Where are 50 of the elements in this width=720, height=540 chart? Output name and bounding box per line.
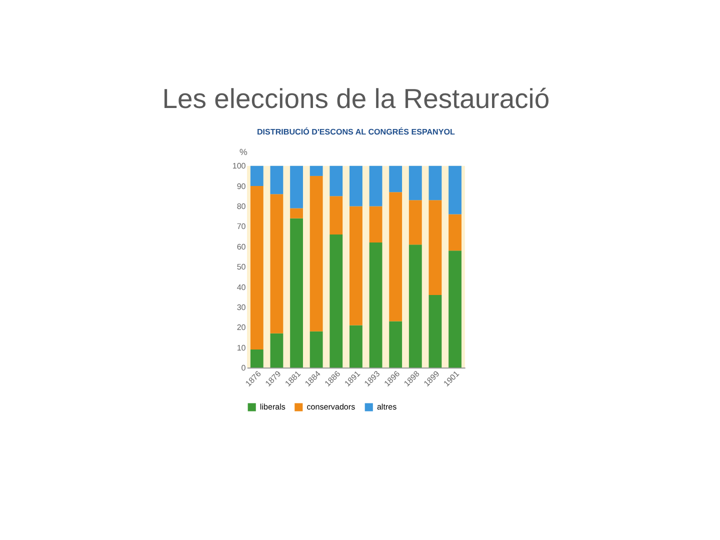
bar — [270, 166, 284, 194]
bar — [448, 166, 462, 214]
legend-label: liberals — [260, 402, 286, 412]
y-tick-label: 20 — [236, 323, 246, 332]
bar — [290, 208, 303, 218]
legend-label: altres — [376, 402, 397, 412]
bar — [310, 176, 323, 332]
bar — [250, 166, 264, 186]
bar — [428, 166, 442, 200]
bar — [369, 206, 382, 243]
bar — [270, 194, 284, 334]
bar — [330, 234, 343, 368]
bar — [350, 325, 362, 368]
y-tick-label: 40 — [236, 282, 246, 292]
bar — [350, 166, 362, 206]
bar — [310, 331, 323, 368]
chart-subtitle: DISTRIBUCIÓ D'ESCONS AL CONGRÉS ESPANYOL — [256, 126, 456, 136]
y-tick-label: 90 — [236, 182, 246, 191]
y-tick-label: 50 — [236, 262, 246, 272]
bar — [389, 321, 402, 368]
bar — [428, 200, 442, 296]
y-axis-title: % — [240, 146, 248, 157]
bar — [408, 244, 422, 368]
y-tick-label: 10 — [236, 343, 246, 352]
bar — [408, 200, 422, 245]
bar — [250, 186, 264, 350]
y-tick-label: 100 — [232, 162, 246, 171]
bar — [290, 218, 303, 368]
bar — [290, 166, 303, 208]
y-tick-label: 60 — [236, 242, 246, 252]
bar — [369, 242, 382, 368]
y-tick-label: 80 — [236, 202, 246, 212]
bar — [389, 192, 402, 322]
bar — [330, 196, 343, 234]
legend-label: conservadors — [306, 402, 356, 412]
bar — [389, 166, 402, 192]
bar — [448, 250, 462, 368]
bar — [428, 295, 442, 368]
bar — [250, 350, 264, 368]
bar — [369, 166, 382, 206]
bar — [270, 333, 284, 368]
chart-title: Les eleccions de la Restauració — [162, 82, 550, 114]
bar — [408, 166, 422, 200]
y-tick-label: 70 — [236, 222, 246, 232]
bar — [330, 166, 343, 196]
y-tick-label: 30 — [236, 302, 246, 312]
bar — [310, 166, 323, 176]
bar — [448, 214, 462, 251]
bar — [350, 206, 362, 326]
y-tick-label: 0 — [241, 363, 246, 372]
